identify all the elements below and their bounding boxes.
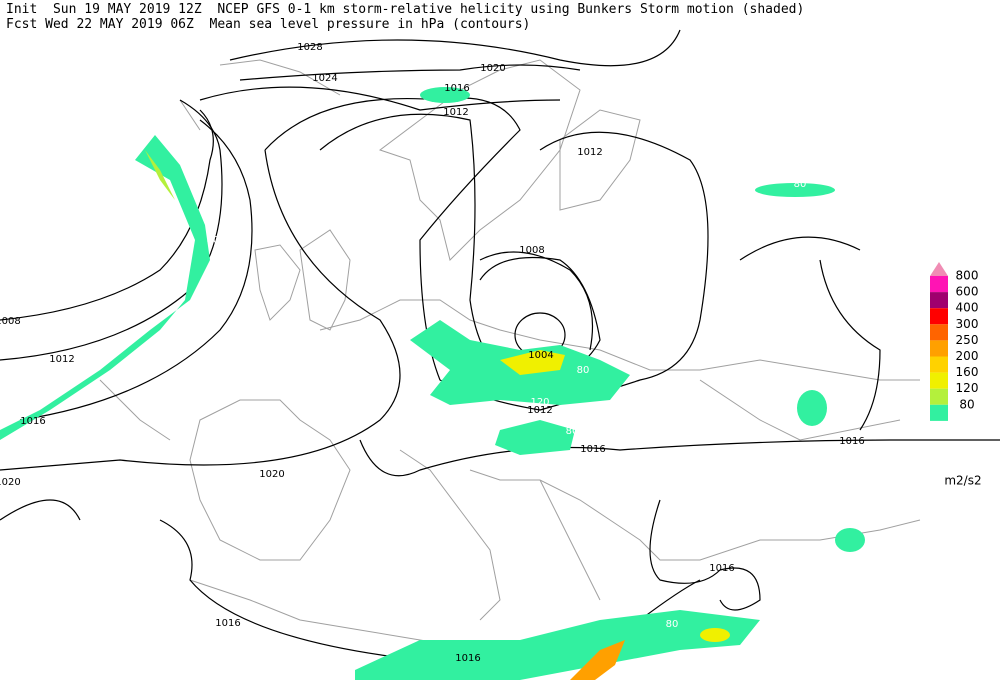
contour-label: 80 (577, 365, 590, 376)
contour-label: 1020 (480, 63, 505, 74)
contour-label: 1016 (215, 618, 240, 629)
contour-label: 1020 (259, 469, 284, 480)
contour-label: 120 (158, 201, 177, 212)
legend-swatch (930, 324, 948, 341)
legend-swatch (930, 308, 948, 325)
legend-label: 200 (956, 349, 979, 363)
legend-label: 800 (956, 269, 979, 283)
contour-label: 80 (666, 619, 679, 630)
contour-label: 120 (530, 397, 549, 408)
contour-label: 80 (566, 426, 579, 437)
legend-label: 300 (956, 317, 979, 331)
contour-label: 1012 (443, 107, 468, 118)
legend-label: 250 (956, 333, 979, 347)
legend-unit: m2/s2 (944, 474, 981, 488)
contour-label: 80 (207, 235, 220, 246)
legend-swatch (930, 404, 948, 421)
contour-label: 1016 (839, 436, 864, 447)
contour-label: 1004 (528, 350, 553, 361)
header-line: Fcst Wed 22 MAY 2019 06Z Mean sea level … (6, 17, 531, 32)
legend-swatch (930, 292, 948, 309)
legend-label: 600 (956, 285, 979, 299)
contour-label: 1012 (49, 354, 74, 365)
contour-label: 1012 (577, 147, 602, 158)
legend-swatch (930, 388, 948, 405)
legend-swatch (930, 372, 948, 389)
legend: 800 600 400 300 250 200 160 120 80 (930, 262, 978, 421)
contour-label: 1020 (0, 477, 21, 488)
header-line: Init Sun 19 MAY 2019 12Z NCEP GFS 0-1 km… (6, 2, 805, 17)
legend-label: 120 (956, 381, 979, 395)
contour-label: 1016 (455, 653, 480, 664)
legend-label: 80 (959, 397, 974, 411)
contour-label: 1016 (444, 83, 469, 94)
contour-label: 1012 (527, 405, 552, 416)
legend-swatch (930, 356, 948, 373)
legend-label: 400 (956, 301, 979, 315)
pressure-contours (0, 29, 1000, 661)
contour-label: 1008 (519, 245, 544, 256)
contour-label: 80 (794, 179, 807, 190)
helicity-shading (0, 87, 865, 680)
legend-label: 160 (956, 365, 979, 379)
legend-triangle (930, 262, 948, 276)
contour-label: 1024 (312, 73, 337, 84)
contour-label: 1016 (20, 416, 45, 427)
legend-swatch (930, 276, 948, 293)
contour-label: 1016 (709, 563, 734, 574)
contour-labels: 1028 1024 1020 1016 1012 1008 1004 1012 … (0, 42, 865, 664)
contour-label: 1016 (580, 444, 605, 455)
contour-label: 1008 (0, 316, 21, 327)
contour-label: 1028 (297, 42, 322, 53)
legend-swatch (930, 340, 948, 357)
